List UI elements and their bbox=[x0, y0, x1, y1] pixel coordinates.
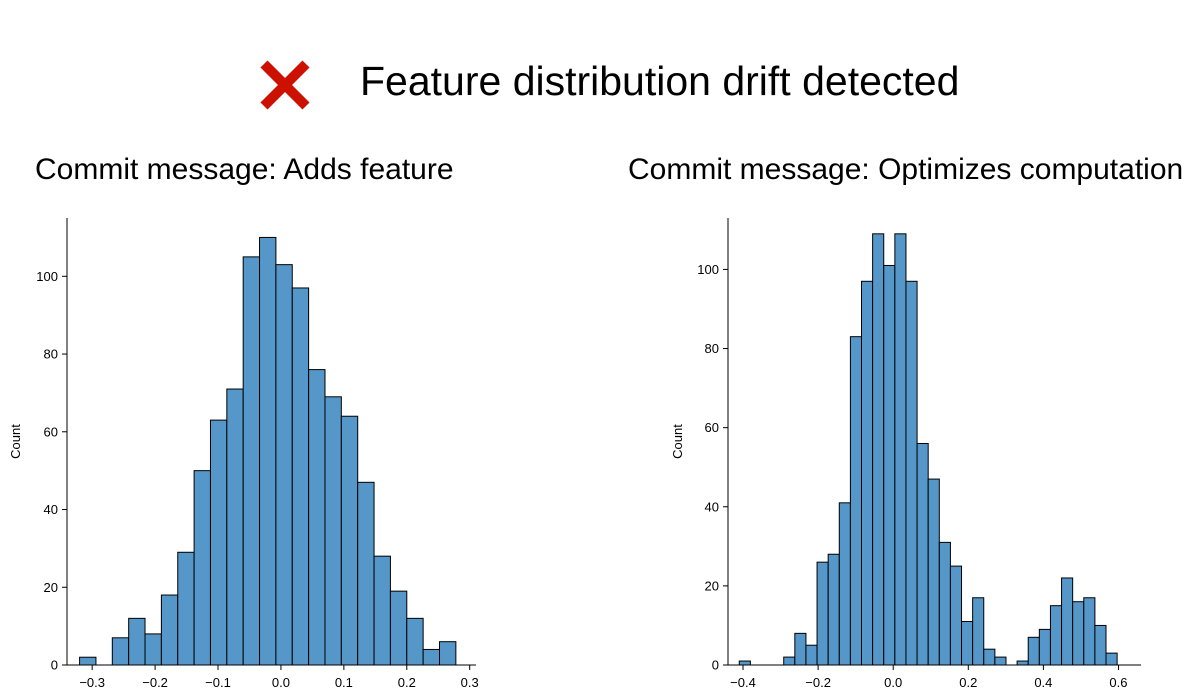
histogram-panel-right: Commit message: Optimizes computation 0 2… bbox=[590, 140, 1187, 700]
x-tick-label: −0.2 bbox=[805, 675, 831, 690]
histogram-bar bbox=[275, 264, 293, 666]
histogram-bar bbox=[1027, 636, 1040, 666]
histogram-bar bbox=[883, 264, 896, 666]
histogram-bar bbox=[144, 633, 162, 666]
chart-title: Commit message: Optimizes computation bbox=[628, 153, 1184, 186]
x-tick-label: −0.4 bbox=[730, 675, 756, 690]
histogram-bar bbox=[177, 551, 195, 666]
x-tick-label: 0.0 bbox=[272, 675, 290, 690]
histogram-bar bbox=[226, 388, 244, 666]
histogram-bar bbox=[1083, 597, 1096, 666]
x-tick-label: −0.2 bbox=[142, 675, 168, 690]
histogram-bar bbox=[1072, 601, 1085, 666]
histogram-bar bbox=[1061, 577, 1074, 666]
histogram-bar bbox=[905, 280, 918, 666]
y-tick-label: 100 bbox=[36, 269, 58, 284]
histogram-bar bbox=[738, 660, 751, 666]
histogram-bar bbox=[827, 553, 840, 666]
histogram-bar bbox=[79, 656, 97, 666]
histogram-panel-left: Commit message: Adds feature 0 20 40 60 80 10… bbox=[0, 140, 590, 700]
y-tick-label: 60 bbox=[705, 420, 719, 435]
y-tick-label: 100 bbox=[697, 262, 719, 277]
histogram-bar bbox=[1105, 652, 1118, 666]
histogram-bar bbox=[894, 233, 907, 666]
x-tick-label: −0.3 bbox=[79, 675, 105, 690]
histogram-bar bbox=[961, 620, 974, 666]
histogram-bar bbox=[1094, 624, 1107, 666]
histogram-bar bbox=[938, 541, 951, 666]
histogram-bar bbox=[849, 336, 863, 666]
histogram-bar bbox=[324, 396, 342, 666]
y-tick-label: 20 bbox=[705, 578, 719, 593]
y-tick-label: 20 bbox=[44, 580, 58, 595]
x-tick-label: 0.6 bbox=[1109, 675, 1127, 690]
fail-x-icon bbox=[260, 60, 310, 110]
y-axis-label: Count bbox=[8, 424, 23, 459]
histogram-bar bbox=[193, 470, 211, 666]
y-tick-label: 0 bbox=[712, 658, 719, 673]
histogram-bar bbox=[389, 590, 408, 666]
histogram-bar bbox=[794, 632, 807, 666]
chart-title: Commit message: Adds feature bbox=[35, 153, 454, 186]
histogram-bar bbox=[422, 648, 441, 666]
histogram-bar bbox=[783, 656, 796, 666]
histogram-bar bbox=[972, 597, 985, 666]
histogram-bar bbox=[340, 415, 359, 666]
histogram-bar bbox=[357, 481, 375, 666]
histogram-bar bbox=[927, 478, 940, 666]
histogram-bar bbox=[949, 565, 963, 666]
histogram-left: 0 20 40 60 80 100 −0.3 −0.2 −0.1 0.0 0.1 0.2 0.3 Coun… bbox=[8, 218, 479, 690]
histogram-bar bbox=[872, 233, 885, 666]
y-tick-label: 80 bbox=[705, 341, 719, 356]
x-tick-label: 0.0 bbox=[884, 675, 902, 690]
histogram-bar bbox=[259, 236, 277, 666]
histogram-bar bbox=[291, 287, 310, 666]
histogram-bar bbox=[1016, 660, 1029, 666]
y-tick-label: 40 bbox=[44, 502, 58, 517]
histogram-bar bbox=[994, 656, 1007, 666]
histogram-bar bbox=[242, 256, 261, 666]
histogram-bar bbox=[128, 617, 146, 666]
histogram-bar bbox=[1038, 628, 1051, 666]
x-tick-label: 0.1 bbox=[335, 675, 353, 690]
y-tick-label: 0 bbox=[51, 658, 58, 673]
x-tick-label: 0.2 bbox=[959, 675, 977, 690]
histogram-bar bbox=[816, 561, 829, 666]
x-tick-label: 0.3 bbox=[461, 675, 479, 690]
page-title: Feature distribution drift detected bbox=[360, 58, 960, 104]
histogram-bar bbox=[406, 617, 424, 666]
histogram-bar bbox=[805, 644, 818, 666]
y-tick-label: 60 bbox=[44, 424, 58, 439]
y-tick-label: 40 bbox=[705, 499, 719, 514]
histogram-bar bbox=[916, 442, 929, 666]
histogram-bar bbox=[983, 648, 996, 666]
x-tick-label: −0.1 bbox=[205, 675, 231, 690]
y-axis-label: Count bbox=[670, 424, 685, 459]
histogram-bar bbox=[111, 637, 130, 666]
x-tick-label: 0.4 bbox=[1034, 675, 1052, 690]
histogram-bar bbox=[1049, 605, 1063, 666]
y-tick-label: 80 bbox=[44, 347, 58, 362]
histogram-right: 0 20 40 60 80 100 −0.4 −0.2 0.0 0.2 0.4 0.6 Count bbox=[670, 218, 1141, 690]
histogram-bar bbox=[308, 369, 326, 666]
x-tick-label: 0.2 bbox=[398, 675, 416, 690]
histogram-bar bbox=[373, 555, 391, 666]
page-header: Feature distribution drift detected bbox=[0, 0, 1187, 140]
histogram-bar bbox=[439, 641, 457, 666]
histogram-bar bbox=[838, 502, 851, 666]
histogram-bar bbox=[160, 594, 179, 666]
histogram-bar bbox=[209, 419, 228, 666]
histogram-bar bbox=[861, 280, 874, 666]
